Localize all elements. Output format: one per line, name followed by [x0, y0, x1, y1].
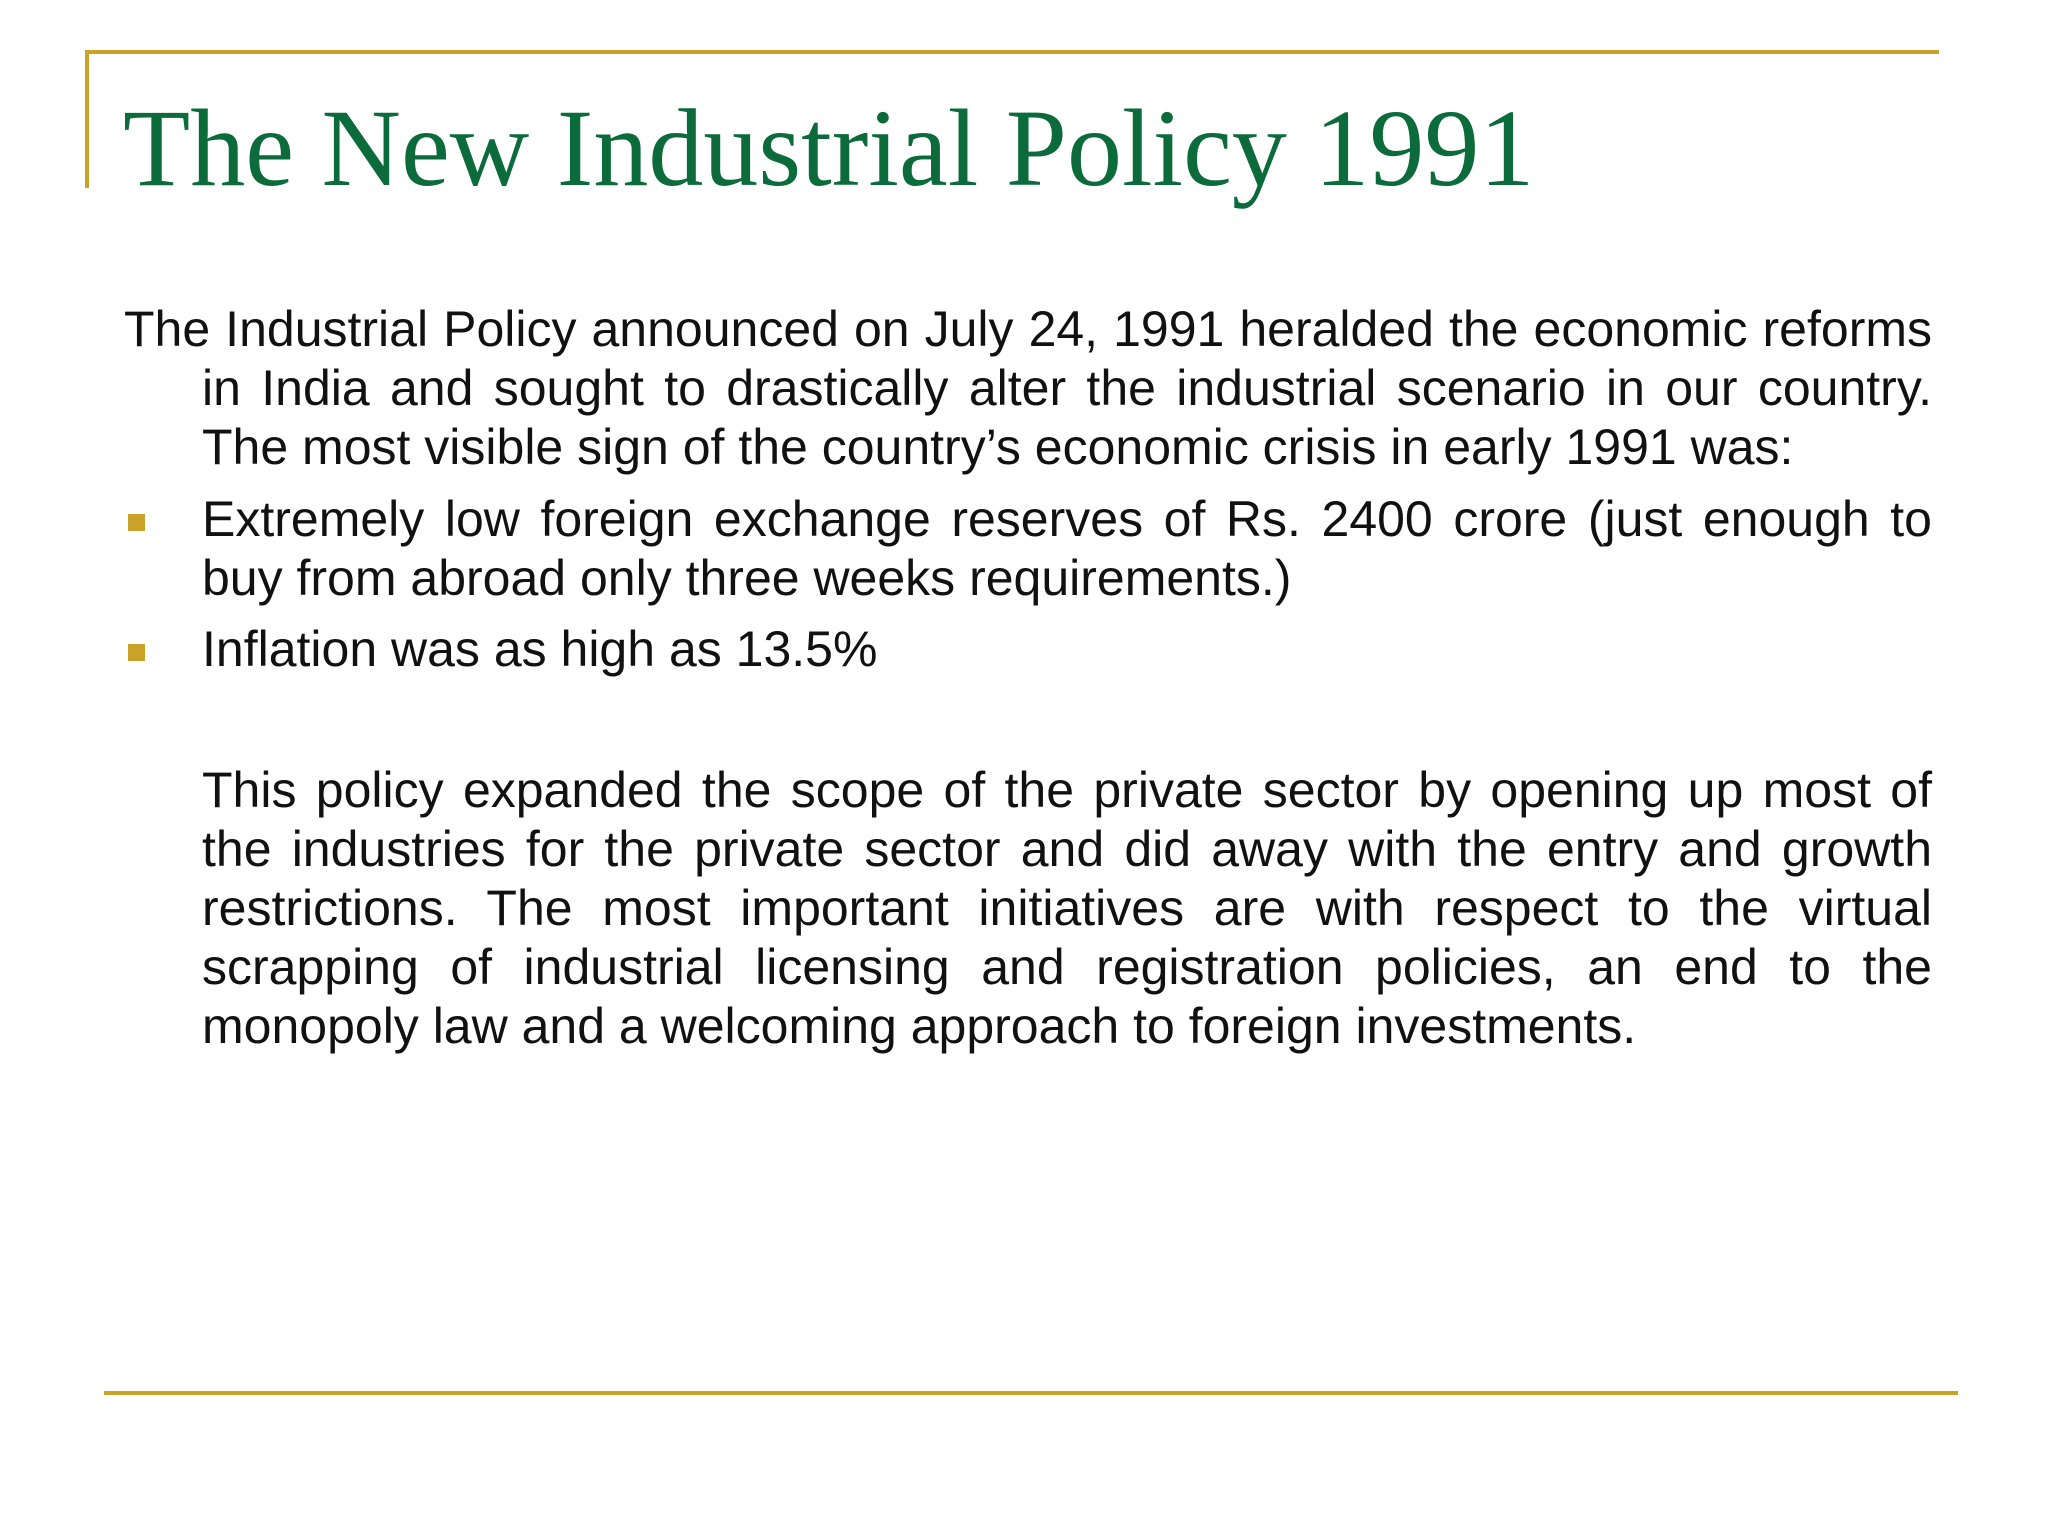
- bottom-rule-line: [104, 1391, 1958, 1395]
- slide-title: The New Industrial Policy 1991: [123, 87, 1535, 209]
- closing-paragraph: This policy expanded the scope of the pr…: [202, 762, 1932, 1054]
- left-frame-line: [85, 50, 89, 188]
- bullet-item: Extremely low foreign exchange reserves …: [124, 490, 1932, 608]
- intro-paragraph: The Industrial Policy announced on July …: [124, 301, 1932, 475]
- square-bullet-icon: [128, 514, 145, 531]
- top-frame-line: [85, 50, 1939, 54]
- bullet-text: Extremely low foreign exchange reserves …: [202, 491, 1932, 606]
- bullet-text: Inflation was as high as 13.5%: [202, 621, 878, 677]
- square-bullet-icon: [128, 644, 145, 661]
- bullet-item: Inflation was as high as 13.5%: [124, 620, 1932, 679]
- slide-body: The Industrial Policy announced on July …: [124, 300, 1932, 1056]
